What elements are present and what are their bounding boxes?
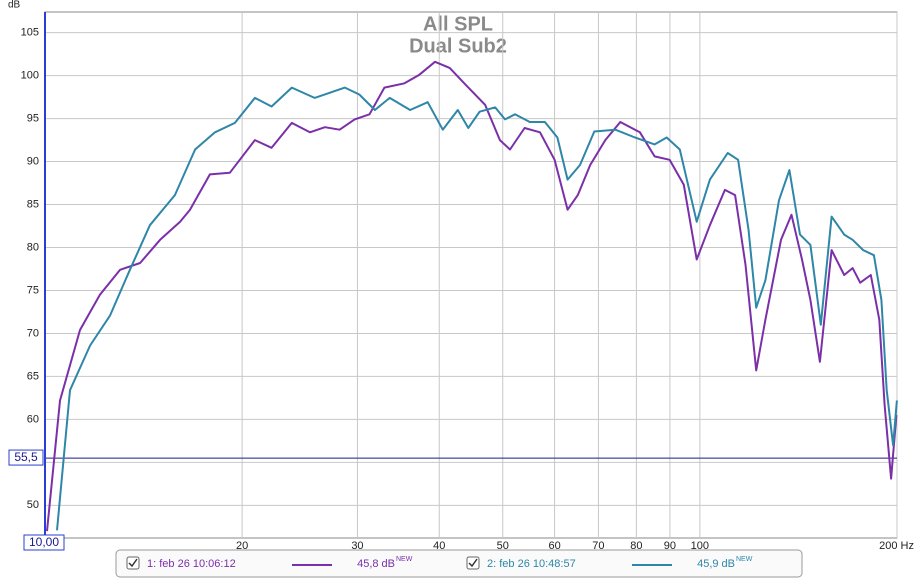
series-line bbox=[46, 60, 898, 532]
x-tick-label: 50 bbox=[497, 540, 509, 552]
y-tick-label: 100 bbox=[21, 70, 39, 82]
x-tick-label: 100 bbox=[691, 540, 709, 552]
y-tick-label: 105 bbox=[21, 27, 39, 39]
y-tick-label: 80 bbox=[27, 241, 39, 253]
legend-label: 1: feb 26 10:06:12 bbox=[147, 558, 236, 570]
x-tick-label: 40 bbox=[433, 540, 445, 552]
legend-badge: NEW bbox=[396, 556, 413, 563]
legend-badge: NEW bbox=[736, 556, 753, 563]
chart-title: All SPL bbox=[423, 13, 493, 35]
legend-label: 2: feb 26 10:48:57 bbox=[487, 558, 576, 570]
y-tick-label: 60 bbox=[27, 413, 39, 425]
x-tick-label: 60 bbox=[548, 540, 560, 552]
legend-level: 45,8 dB bbox=[357, 558, 395, 570]
y-tick-label: 65 bbox=[27, 370, 39, 382]
chart-subtitle: Dual Sub2 bbox=[409, 35, 507, 57]
x-tick-label: 200 Hz bbox=[879, 540, 914, 552]
legend bbox=[115, 549, 803, 578]
x-tick-label: 20 bbox=[236, 540, 248, 552]
x-tick-label: 80 bbox=[630, 540, 642, 552]
y-tick-label: 50 bbox=[27, 499, 39, 511]
cursor-x-label: 10,00 bbox=[29, 535, 59, 549]
cursor-y-box bbox=[8, 449, 44, 466]
cursor-x-box bbox=[23, 534, 65, 551]
cursor-y-label: 55,5 bbox=[14, 450, 38, 464]
y-tick-label: 75 bbox=[27, 284, 39, 296]
legend-checkbox bbox=[126, 556, 140, 570]
x-tick-label: 90 bbox=[664, 540, 676, 552]
y-tick-label: 90 bbox=[27, 155, 39, 167]
y-tick-label: 70 bbox=[27, 327, 39, 339]
legend-level: 45,9 dB bbox=[697, 558, 735, 570]
series-line bbox=[56, 86, 898, 531]
checkmark bbox=[128, 558, 138, 568]
y-tick-label: 85 bbox=[27, 198, 39, 210]
y-axis-label: dB bbox=[8, 0, 21, 11]
x-tick-label: 70 bbox=[592, 540, 604, 552]
x-tick-label: 30 bbox=[351, 540, 363, 552]
checkmark bbox=[468, 558, 478, 568]
legend-checkbox bbox=[466, 556, 480, 570]
plot-frame bbox=[44, 11, 898, 539]
y-tick-label: 95 bbox=[27, 112, 39, 124]
